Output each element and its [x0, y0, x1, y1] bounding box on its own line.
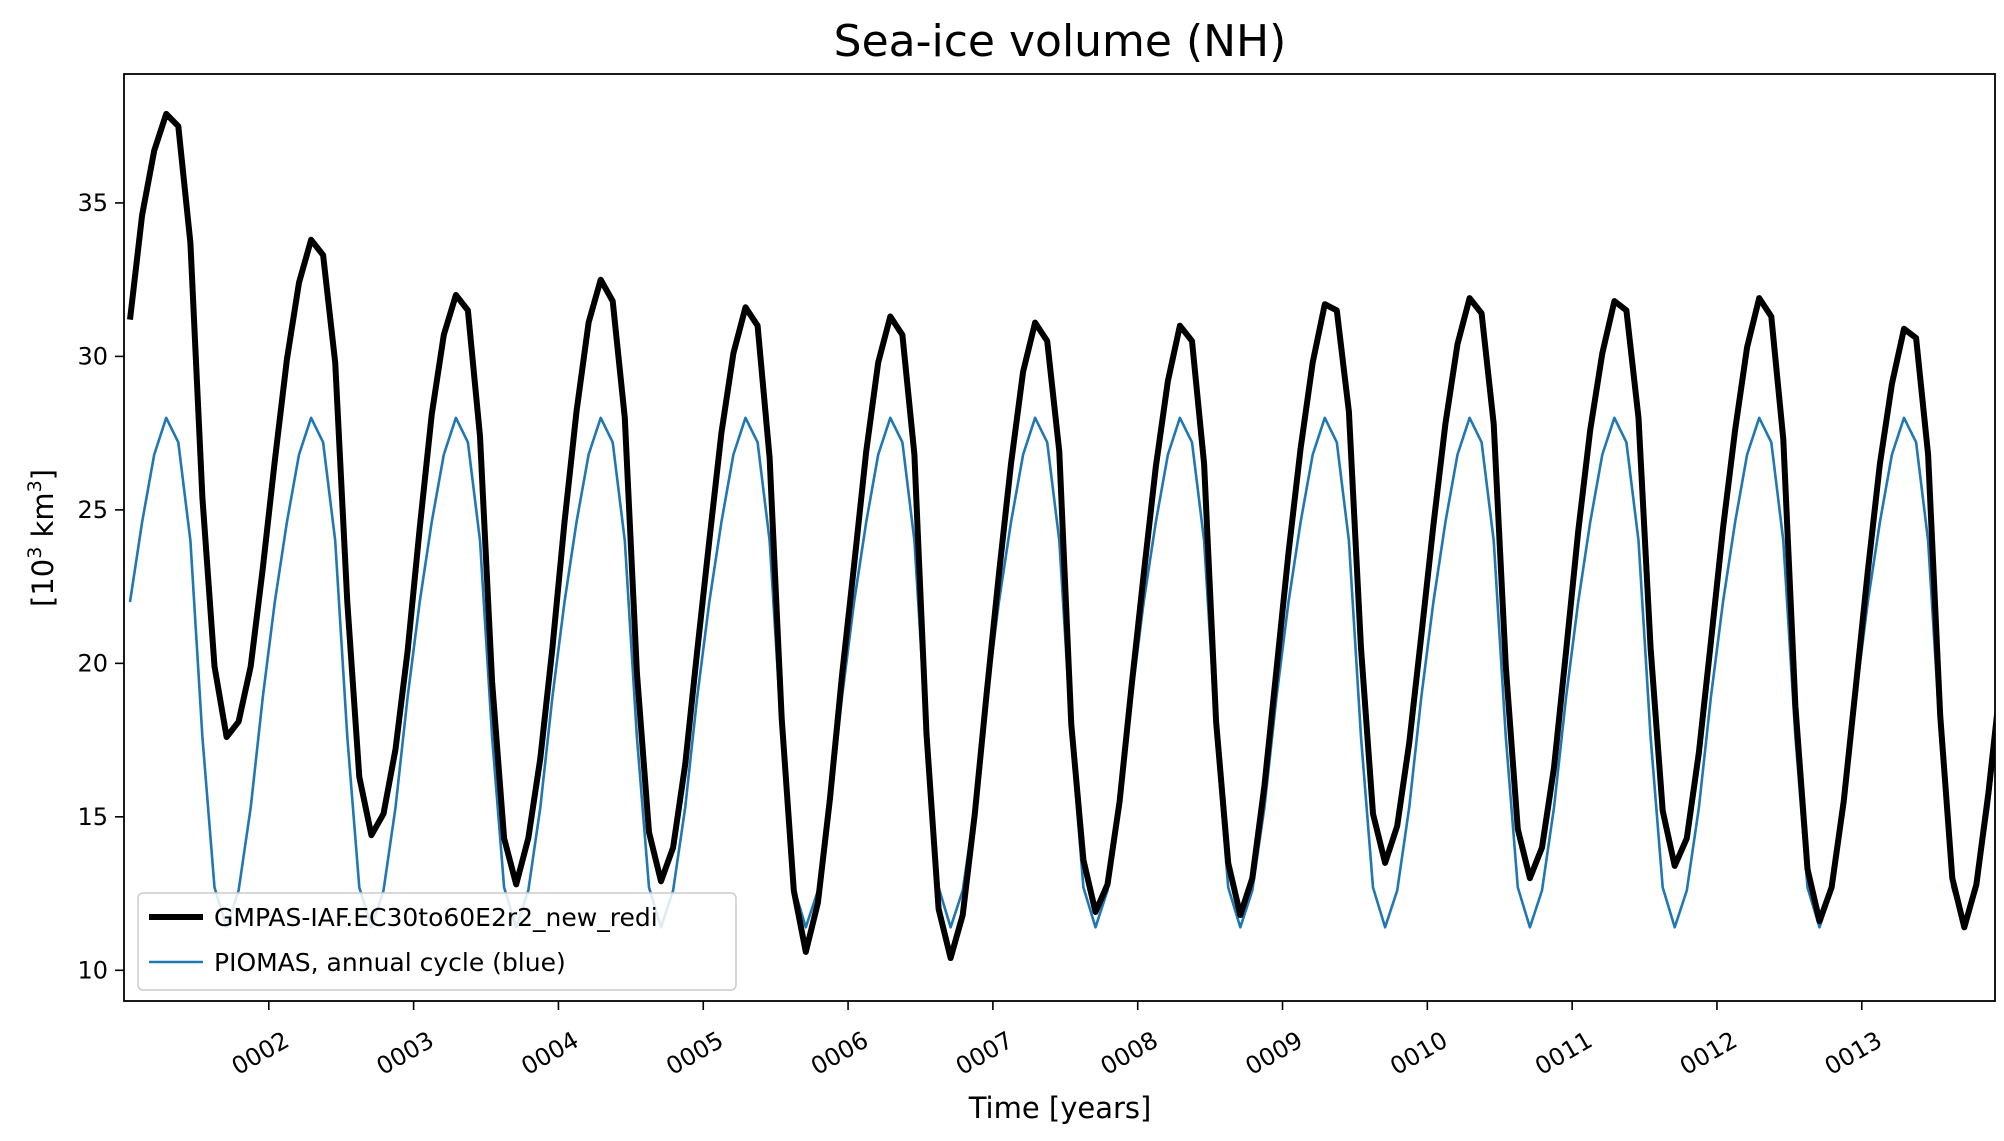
- legend-label-piomas: PIOMAS, annual cycle (blue): [214, 948, 566, 977]
- y-axis-label-superscript-2: 3: [24, 480, 46, 492]
- y-tick-label: 15: [77, 803, 108, 831]
- y-tick-label: 20: [77, 649, 108, 677]
- axes-frame: [123, 73, 1996, 1002]
- y-axis: 10 15 20 25 30 35: [77, 189, 124, 984]
- chart-title: Sea-ice volume (NH): [834, 16, 1287, 67]
- series-line-model: [127, 110, 1995, 961]
- x-axis-label: Time [years]: [968, 1091, 1152, 1125]
- y-axis-label-unit: km: [26, 492, 60, 546]
- series-layer: [127, 110, 1995, 961]
- y-axis-label: [103 km3]: [24, 469, 60, 607]
- y-tick-label: 10: [77, 956, 108, 984]
- legend-box: [137, 892, 737, 991]
- legend-label-model: GMPAS-IAF.EC30to60E2r2_new_redi: [214, 903, 658, 932]
- y-tick-label: 25: [77, 496, 108, 524]
- legend: GMPAS-IAF.EC30to60E2r2_new_redi PIOMAS, …: [137, 892, 737, 991]
- y-tick-label: 30: [77, 342, 108, 370]
- plot-area: [123, 73, 1996, 1002]
- y-tick-label: 35: [77, 189, 108, 217]
- y-axis-label-base: [10: [26, 559, 60, 607]
- y-axis-label-end: ]: [26, 469, 60, 480]
- y-axis-label-superscript: 3: [24, 547, 46, 559]
